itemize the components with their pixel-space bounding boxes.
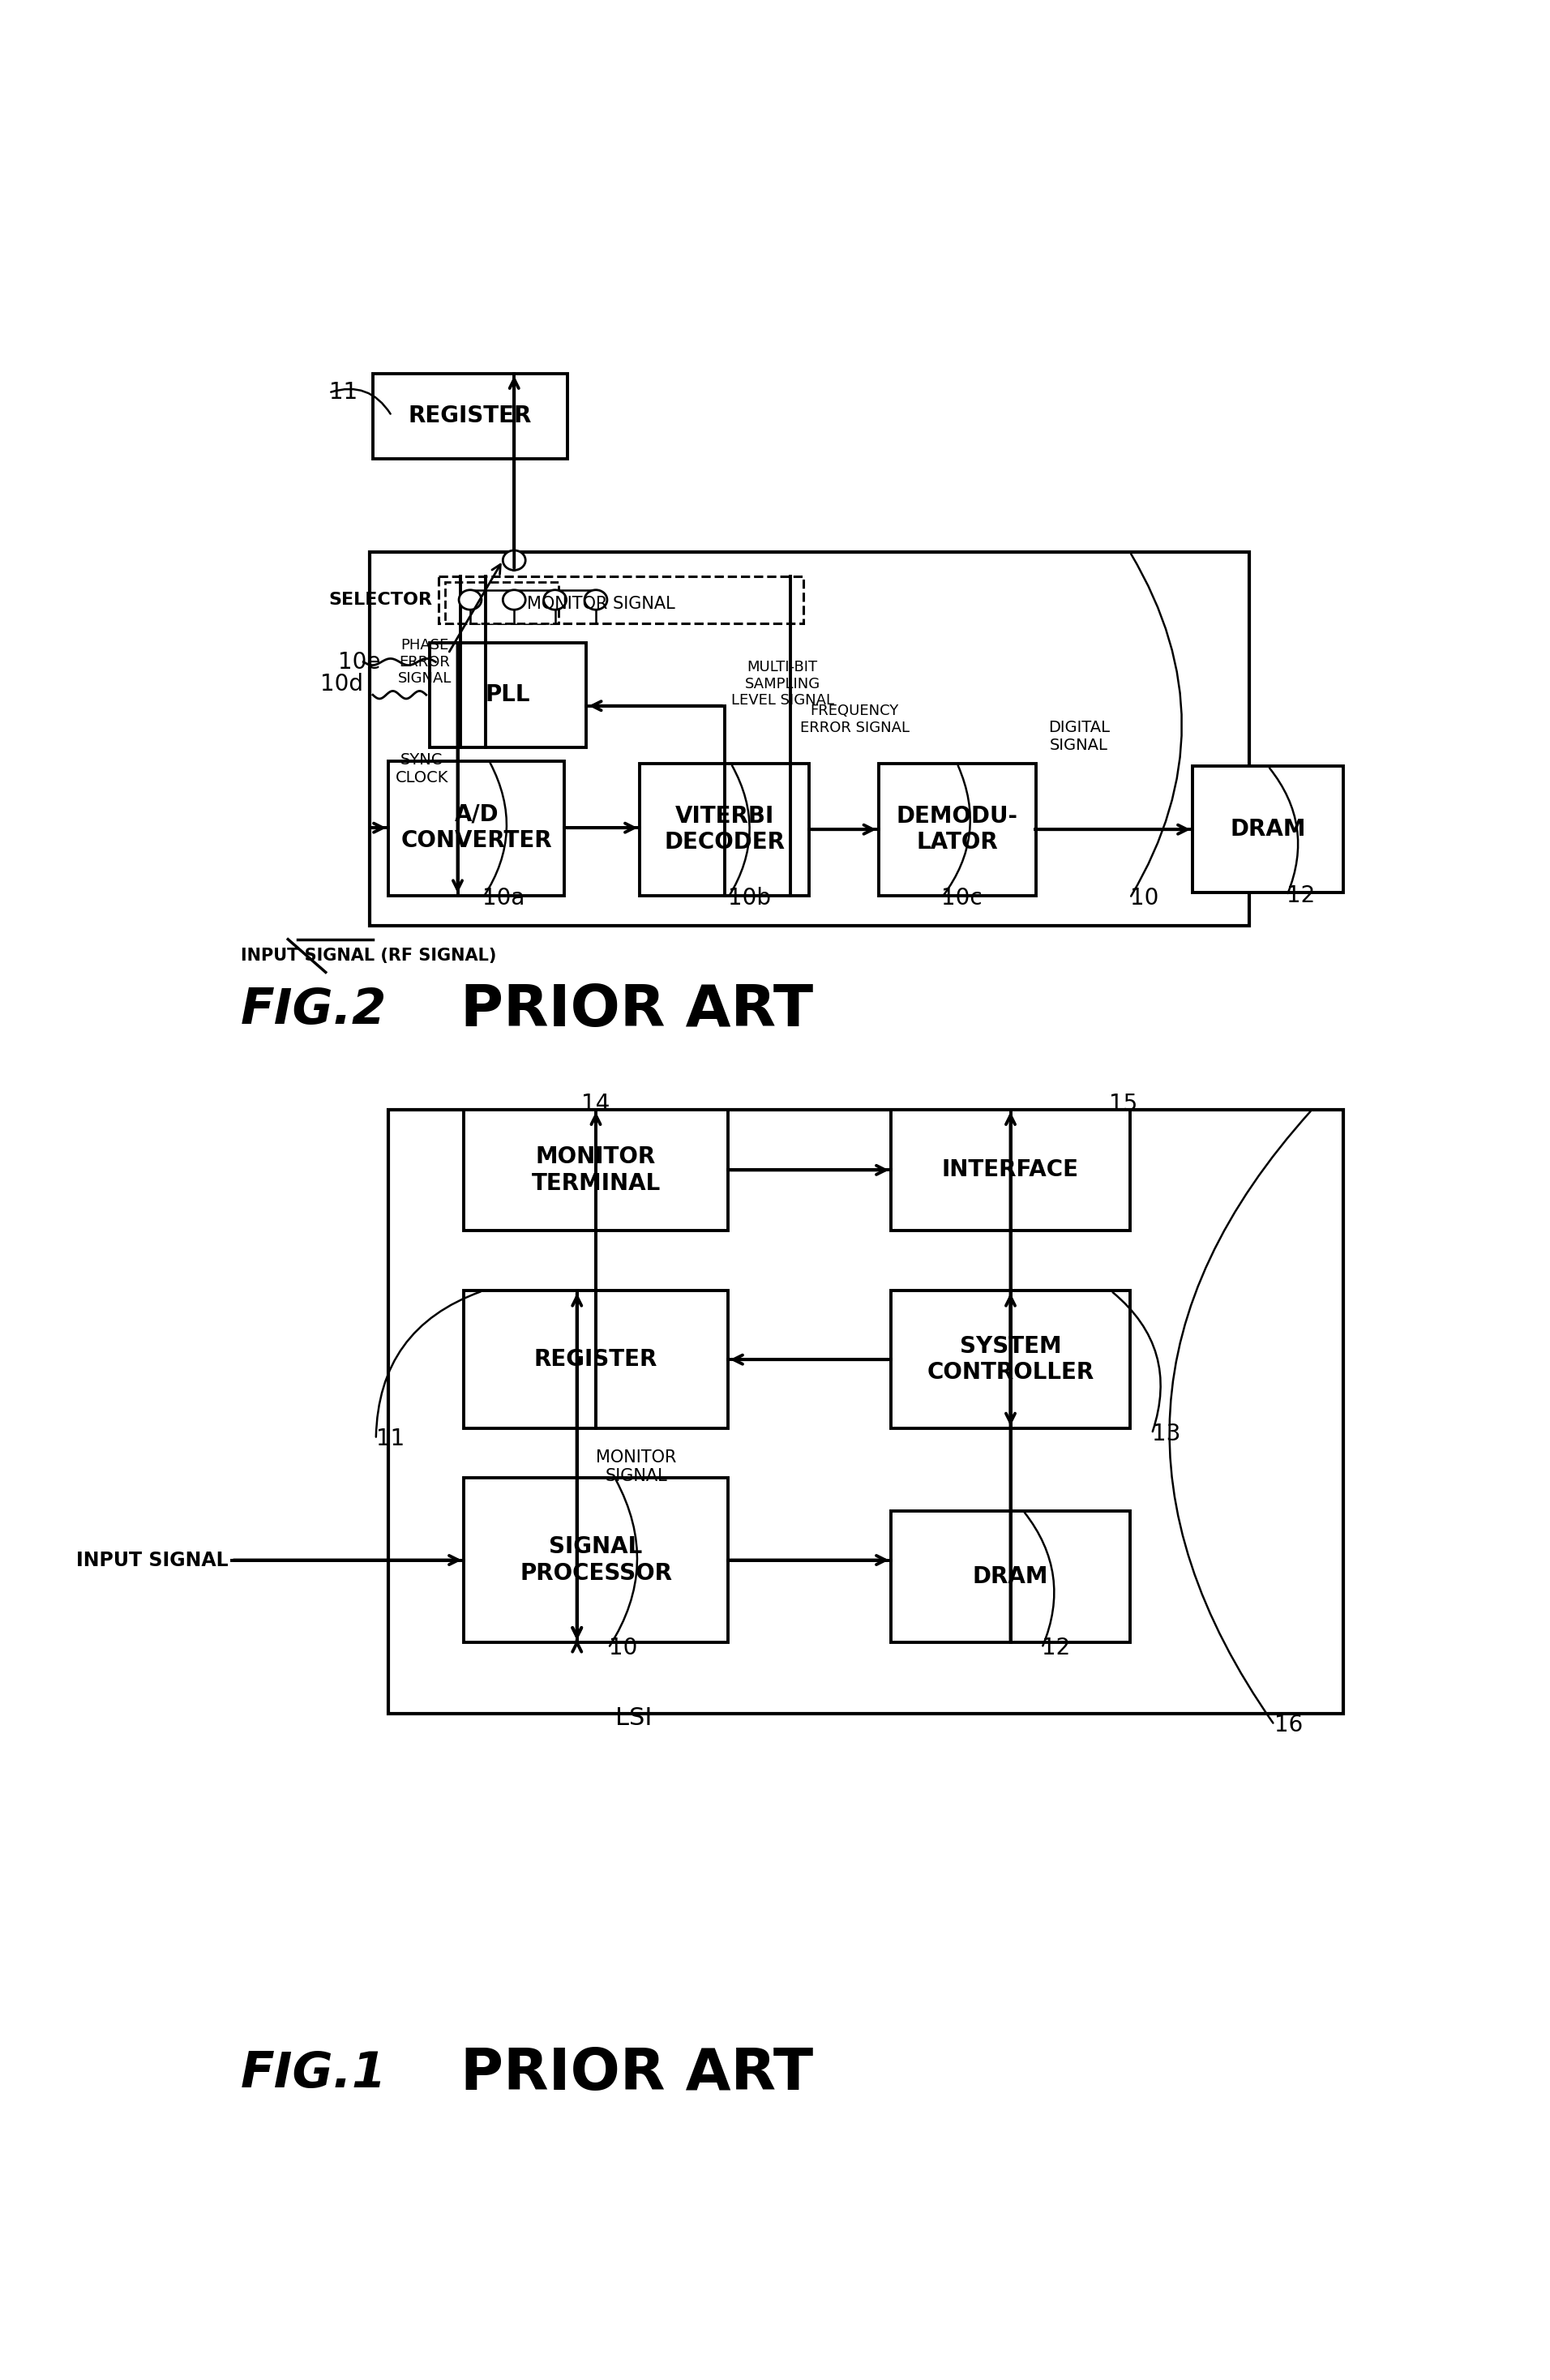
Text: DEMODU-
LATOR: DEMODU- LATOR [896, 804, 1018, 854]
Text: A/D
CONVERTER: A/D CONVERTER [401, 804, 552, 852]
Text: 15: 15 [1110, 1092, 1138, 1116]
Text: REGISTER: REGISTER [409, 405, 532, 426]
Text: 10a: 10a [482, 888, 525, 909]
Bar [891, 1290, 1130, 1428]
Bar [439, 576, 803, 624]
Text: PHASE
ERROR
SIGNAL: PHASE ERROR SIGNAL [397, 638, 451, 685]
Bar [463, 1290, 728, 1428]
Text: INPUT SIGNAL (RF SIGNAL): INPUT SIGNAL (RF SIGNAL) [240, 947, 496, 964]
Bar [389, 1109, 1344, 1714]
Bar [445, 583, 558, 624]
Text: 14: 14 [581, 1092, 611, 1116]
Circle shape [459, 590, 482, 609]
Text: DRAM: DRAM [1231, 819, 1307, 840]
Text: 10b: 10b [728, 888, 770, 909]
Bar [640, 764, 809, 895]
Text: 11: 11 [377, 1428, 405, 1449]
Text: 10e: 10e [338, 650, 381, 674]
Text: PLL: PLL [485, 683, 530, 707]
Text: 11: 11 [329, 381, 358, 405]
Circle shape [544, 590, 566, 609]
Text: FIG.1: FIG.1 [240, 2049, 388, 2097]
Bar [369, 552, 1249, 926]
Text: PRIOR ART: PRIOR ART [460, 2047, 814, 2102]
Bar [463, 1109, 728, 1230]
Bar [429, 643, 586, 747]
Circle shape [584, 590, 608, 609]
Bar [1192, 766, 1344, 892]
Text: 10: 10 [1130, 888, 1158, 909]
Text: SELECTOR: SELECTOR [329, 593, 432, 607]
Text: SYSTEM
CONTROLLER: SYSTEM CONTROLLER [927, 1335, 1094, 1385]
Circle shape [502, 550, 525, 571]
Bar [463, 1478, 728, 1642]
Bar [879, 764, 1035, 895]
Text: MONITOR
SIGNAL: MONITOR SIGNAL [595, 1449, 676, 1485]
Text: VITERBI
DECODER: VITERBI DECODER [665, 804, 784, 854]
Text: FIG.2: FIG.2 [240, 988, 388, 1035]
Text: MULTI-BIT
SAMPLING
LEVEL SIGNAL: MULTI-BIT SAMPLING LEVEL SIGNAL [732, 659, 834, 707]
Text: SIGNAL
PROCESSOR: SIGNAL PROCESSOR [519, 1535, 673, 1585]
Text: DRAM: DRAM [972, 1566, 1048, 1587]
Text: INPUT SIGNAL: INPUT SIGNAL [76, 1549, 228, 1571]
Text: LSI: LSI [615, 1706, 653, 1730]
Text: DIGITAL
SIGNAL: DIGITAL SIGNAL [1048, 719, 1110, 752]
Text: 13: 13 [1152, 1423, 1181, 1445]
Bar [891, 1511, 1130, 1642]
Text: 12: 12 [1042, 1637, 1071, 1659]
Text: 10c: 10c [941, 888, 983, 909]
Bar [374, 374, 567, 459]
Text: FREQUENCY
ERROR SIGNAL: FREQUENCY ERROR SIGNAL [800, 704, 910, 735]
Text: 10d: 10d [321, 674, 363, 695]
Bar [891, 1109, 1130, 1230]
Circle shape [502, 590, 525, 609]
Text: 16: 16 [1274, 1714, 1304, 1737]
Text: MONITOR SIGNAL: MONITOR SIGNAL [527, 595, 674, 612]
Bar [389, 762, 564, 895]
Text: REGISTER: REGISTER [535, 1347, 657, 1371]
Text: MONITOR
TERMINAL: MONITOR TERMINAL [532, 1145, 660, 1195]
Text: 12: 12 [1286, 883, 1316, 907]
Text: INTERFACE: INTERFACE [942, 1159, 1079, 1180]
Text: PRIOR ART: PRIOR ART [460, 983, 814, 1038]
Text: SYNC
CLOCK: SYNC CLOCK [395, 752, 448, 785]
Text: 10: 10 [609, 1637, 637, 1659]
